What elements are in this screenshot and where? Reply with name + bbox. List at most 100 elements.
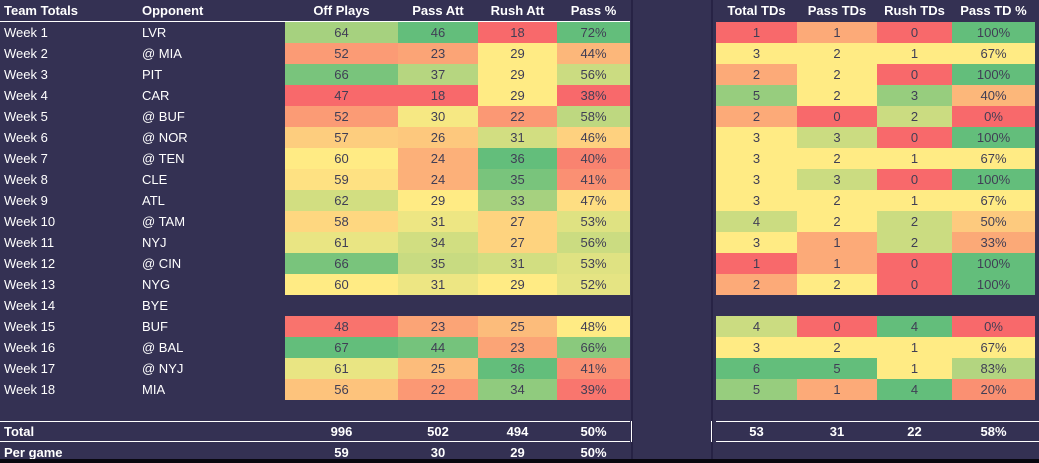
stat-cell[interactable]: 60: [285, 274, 398, 295]
td-stat-cell[interactable]: 0%: [952, 106, 1035, 127]
stat-cell[interactable]: 46: [398, 22, 478, 43]
stat-cell[interactable]: 27: [478, 232, 557, 253]
stat-cell[interactable]: 24: [398, 148, 478, 169]
td-stat-cell[interactable]: 2: [716, 64, 797, 85]
stat-cell[interactable]: 48: [285, 316, 398, 337]
td-stat-cell[interactable]: 3: [797, 169, 877, 190]
week-label-cell[interactable]: Week 9: [4, 193, 48, 208]
week-label-cell[interactable]: Week 17: [4, 361, 56, 376]
td-stat-cell[interactable]: 5: [716, 379, 797, 400]
stat-cell[interactable]: 53%: [557, 253, 630, 274]
td-stat-cell[interactable]: 0: [797, 316, 877, 337]
td-stat-cell[interactable]: [952, 295, 1035, 316]
td-stat-cell[interactable]: 2: [797, 43, 877, 64]
week-label-cell[interactable]: Week 6: [4, 130, 48, 145]
td-stat-cell[interactable]: 0: [877, 274, 952, 295]
td-stat-cell[interactable]: 67%: [952, 43, 1035, 64]
week-label-cell[interactable]: Week 1: [4, 25, 48, 40]
td-stat-cell[interactable]: 2: [716, 106, 797, 127]
td-stat-cell[interactable]: 3: [716, 43, 797, 64]
stat-cell[interactable]: 56%: [557, 232, 630, 253]
header-off-plays[interactable]: Off Plays: [313, 3, 370, 18]
td-stat-cell[interactable]: 1: [797, 232, 877, 253]
total-pass-att[interactable]: 502: [427, 424, 449, 439]
stat-cell[interactable]: [398, 295, 478, 316]
stat-cell[interactable]: 66%: [557, 337, 630, 358]
stat-cell[interactable]: 56: [285, 379, 398, 400]
week-label-cell[interactable]: Week 8: [4, 172, 48, 187]
week-label-cell[interactable]: Week 7: [4, 151, 48, 166]
td-stat-cell[interactable]: 3: [716, 169, 797, 190]
stat-cell[interactable]: 64: [285, 22, 398, 43]
stat-cell[interactable]: 24: [398, 169, 478, 190]
stat-cell[interactable]: 44%: [557, 43, 630, 64]
opponent-cell[interactable]: CLE: [142, 172, 168, 187]
week-label-cell[interactable]: Week 14: [4, 298, 56, 313]
week-label-cell[interactable]: Week 12: [4, 256, 56, 271]
stat-cell[interactable]: 35: [478, 169, 557, 190]
stat-cell[interactable]: 29: [398, 190, 478, 211]
per-game-pass-att[interactable]: 30: [430, 445, 446, 460]
opponent-cell[interactable]: CAR: [142, 88, 170, 103]
stat-cell[interactable]: 36: [478, 358, 557, 379]
header-pass-pct[interactable]: Pass %: [570, 3, 617, 18]
header-rush-att[interactable]: Rush Att: [490, 3, 545, 18]
td-stat-cell[interactable]: 83%: [952, 358, 1035, 379]
opponent-cell[interactable]: ATL: [142, 193, 165, 208]
td-stat-cell[interactable]: 100%: [952, 22, 1035, 43]
stat-cell[interactable]: [285, 295, 398, 316]
td-stat-cell[interactable]: 3: [716, 232, 797, 253]
td-stat-cell[interactable]: [716, 295, 797, 316]
td-stat-cell[interactable]: 3: [716, 127, 797, 148]
td-stat-cell[interactable]: 2: [877, 232, 952, 253]
opponent-cell[interactable]: @ BAL: [142, 340, 184, 355]
td-stat-cell[interactable]: 2: [797, 85, 877, 106]
opponent-cell[interactable]: @ CIN: [142, 256, 182, 271]
stat-cell[interactable]: 72%: [557, 22, 630, 43]
stat-cell[interactable]: 33: [478, 190, 557, 211]
stat-cell[interactable]: 26: [398, 127, 478, 148]
td-stat-cell[interactable]: 1: [797, 22, 877, 43]
td-stat-cell[interactable]: 4: [877, 379, 952, 400]
opponent-cell[interactable]: LVR: [142, 25, 167, 40]
stat-cell[interactable]: 46%: [557, 127, 630, 148]
stat-cell[interactable]: 29: [478, 64, 557, 85]
per-game-pass-pct[interactable]: 50%: [580, 445, 607, 460]
stat-cell[interactable]: 31: [398, 211, 478, 232]
per-game-off-plays[interactable]: 59: [334, 445, 349, 460]
stat-cell[interactable]: 18: [398, 85, 478, 106]
week-label-cell[interactable]: Week 15: [4, 319, 56, 334]
stat-cell[interactable]: 34: [478, 379, 557, 400]
stat-cell[interactable]: 35: [398, 253, 478, 274]
td-stat-cell[interactable]: 100%: [952, 274, 1035, 295]
opponent-cell[interactable]: @ BUF: [142, 109, 185, 124]
td-stat-cell[interactable]: 1: [716, 253, 797, 274]
opponent-cell[interactable]: BYE: [142, 298, 169, 313]
stat-cell[interactable]: 67: [285, 337, 398, 358]
stat-cell[interactable]: 47%: [557, 190, 630, 211]
header-team-totals[interactable]: Team Totals: [4, 3, 78, 18]
td-stat-cell[interactable]: 1: [877, 148, 952, 169]
header-rush-tds[interactable]: Rush TDs: [884, 3, 945, 18]
opponent-cell[interactable]: NYG: [142, 277, 171, 292]
td-stat-cell[interactable]: 0: [877, 127, 952, 148]
total-pass-tds[interactable]: 31: [829, 424, 845, 439]
td-stat-cell[interactable]: 4: [716, 316, 797, 337]
td-stat-cell[interactable]: 33%: [952, 232, 1035, 253]
td-stat-cell[interactable]: 20%: [952, 379, 1035, 400]
td-stat-cell[interactable]: 0: [877, 169, 952, 190]
opponent-cell[interactable]: @ NOR: [142, 130, 188, 145]
stat-cell[interactable]: 52%: [557, 274, 630, 295]
week-label-cell[interactable]: Week 16: [4, 340, 56, 355]
stat-cell[interactable]: 62: [285, 190, 398, 211]
stat-cell[interactable]: 31: [478, 127, 557, 148]
week-label-cell[interactable]: Week 13: [4, 277, 56, 292]
total-label[interactable]: Total: [4, 424, 35, 439]
stat-cell[interactable]: 61: [285, 232, 398, 253]
td-stat-cell[interactable]: 0: [877, 64, 952, 85]
stat-cell[interactable]: 27: [478, 211, 557, 232]
stat-cell[interactable]: 52: [285, 43, 398, 64]
total-rush-tds[interactable]: 22: [907, 424, 922, 439]
week-label-cell[interactable]: Week 2: [4, 46, 48, 61]
stat-cell[interactable]: 66: [285, 64, 398, 85]
